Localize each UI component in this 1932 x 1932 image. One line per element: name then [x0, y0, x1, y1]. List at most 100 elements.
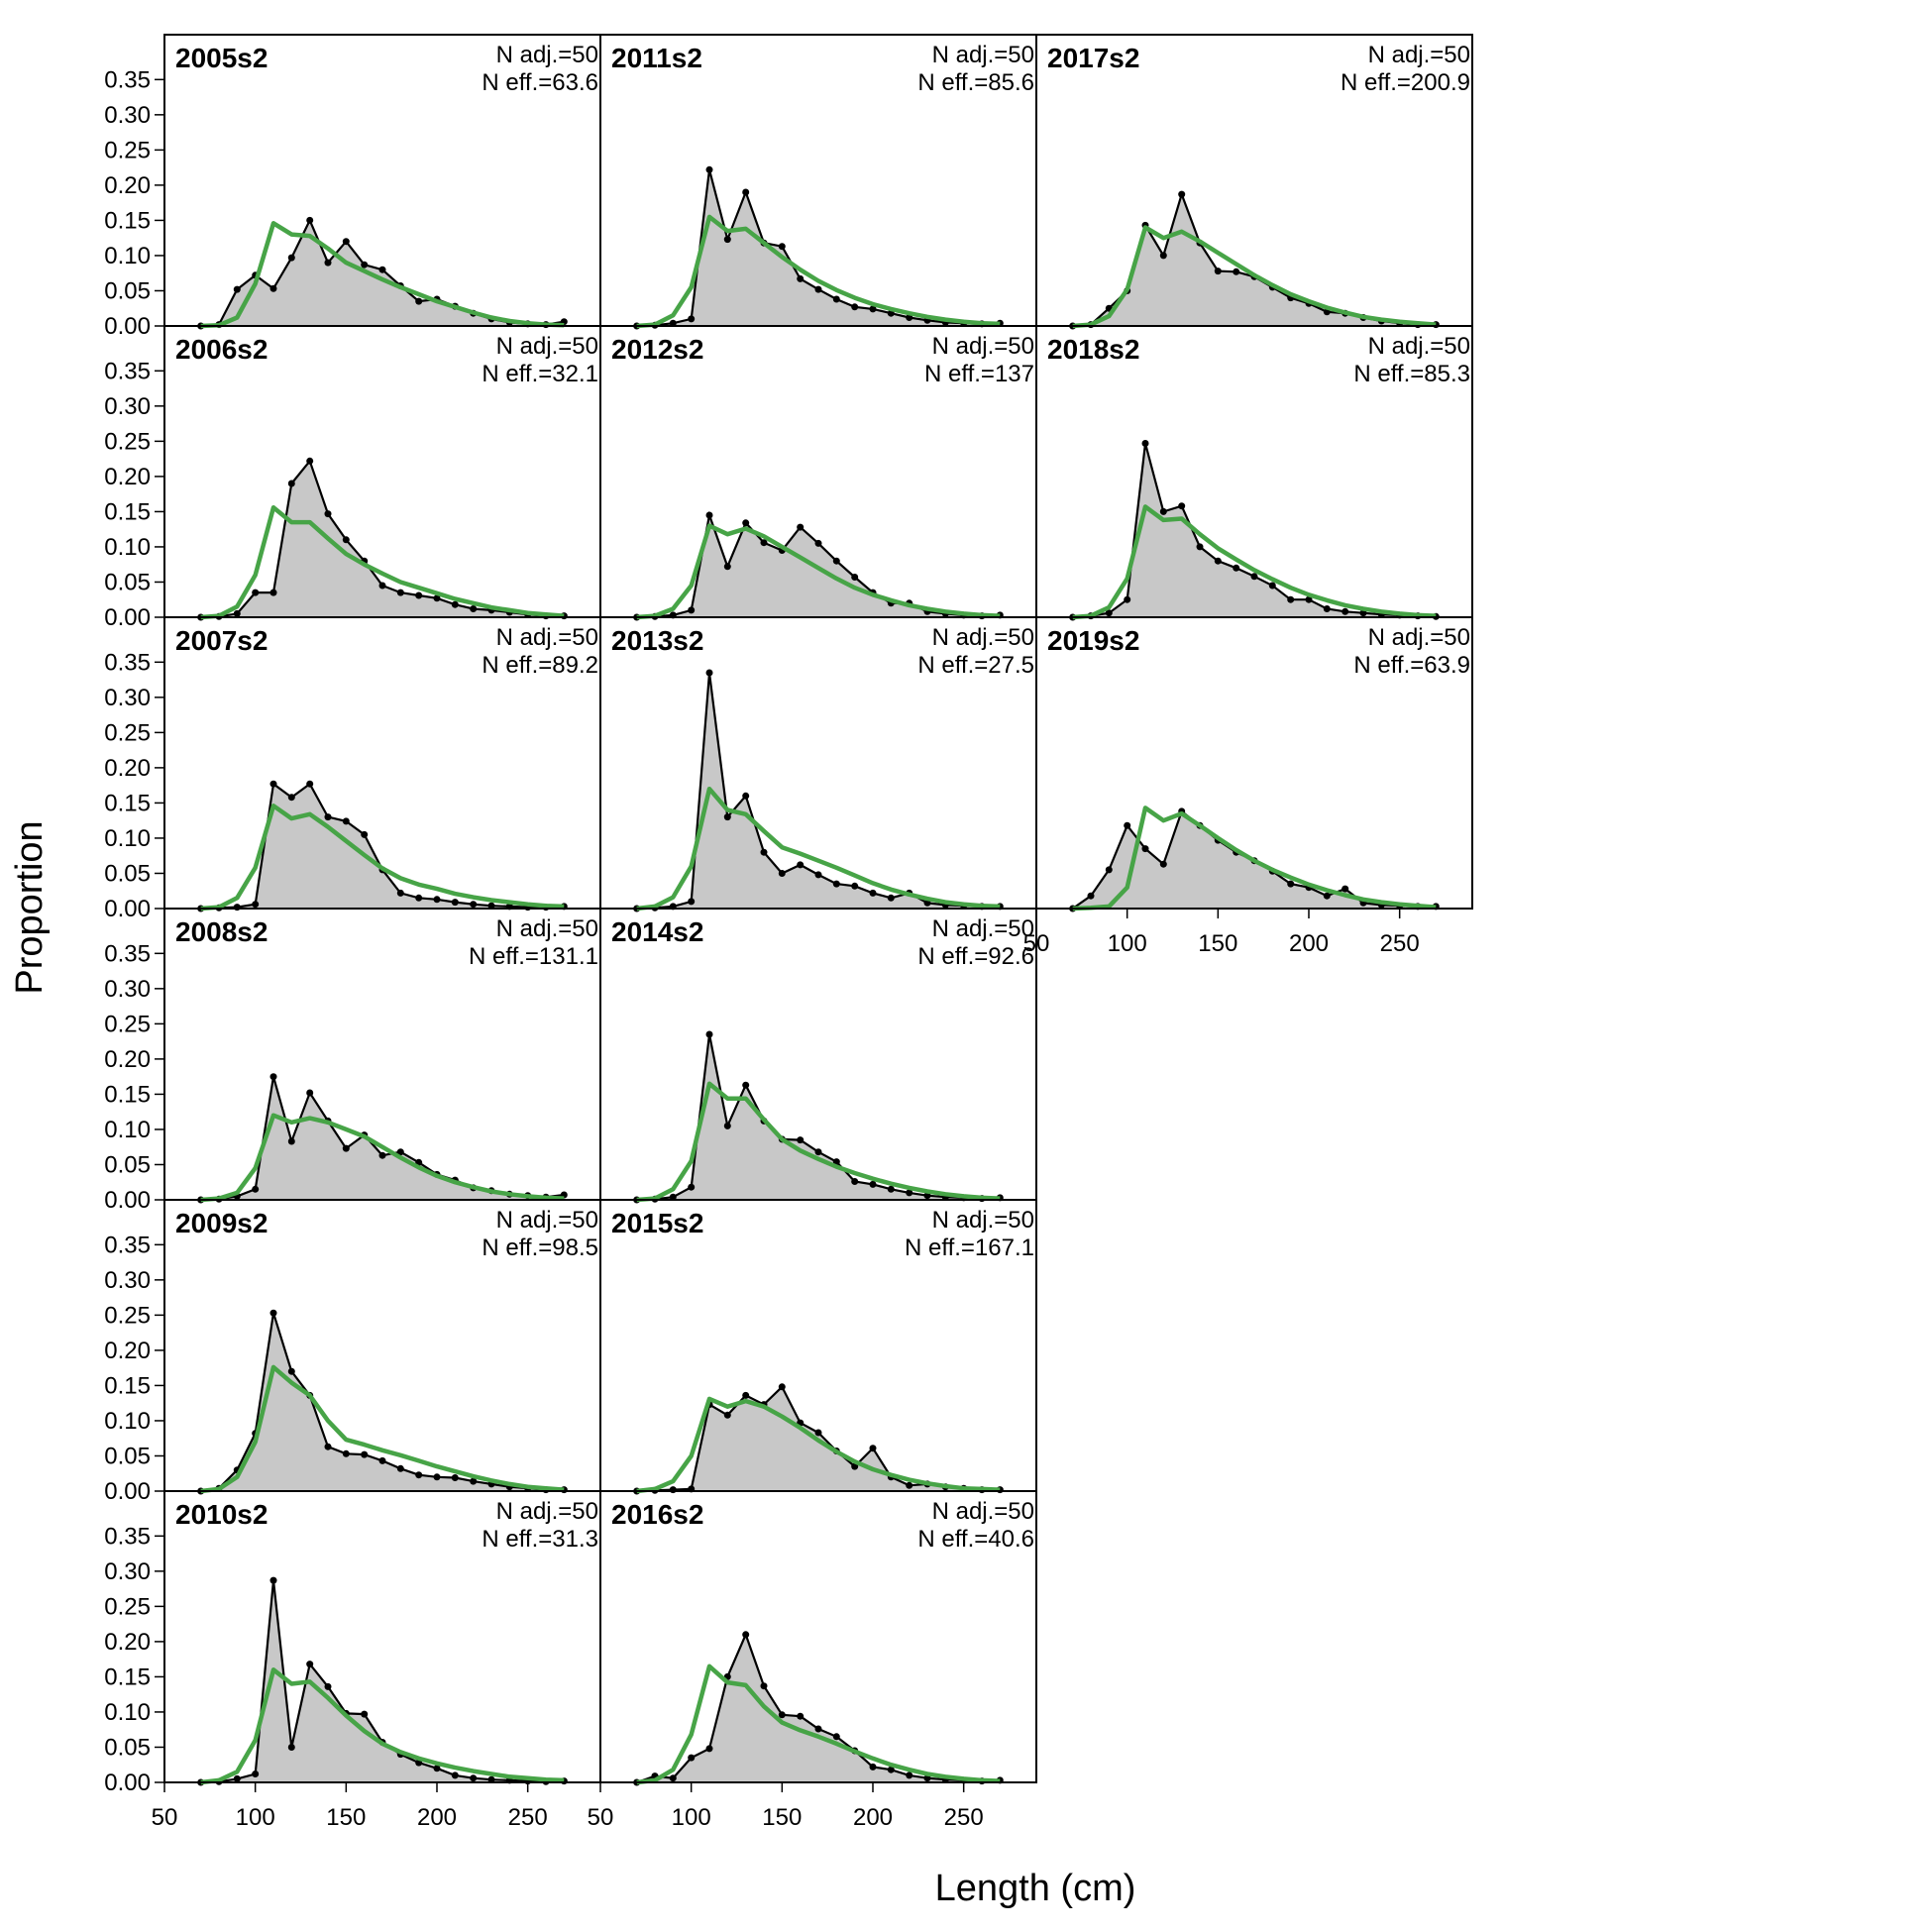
n-eff-label: N eff.=85.6	[917, 69, 1034, 96]
x-tick-label: 100	[236, 1804, 275, 1831]
observed-point	[1178, 190, 1186, 198]
panel-title: 2016s2	[611, 1499, 703, 1530]
observed-point	[778, 1711, 786, 1719]
y-tick-label: 0.25	[104, 137, 151, 163]
observed-point	[851, 1178, 859, 1185]
observed-point	[415, 297, 423, 305]
expected-line	[636, 1664, 1001, 1785]
n-eff-label: N eff.=92.6	[917, 943, 1034, 970]
expected-line	[200, 221, 565, 329]
observed-point	[814, 539, 822, 547]
observed-point	[778, 870, 786, 877]
n-adj-label: N adj.=50	[932, 1207, 1034, 1234]
observed-point	[1342, 607, 1349, 615]
y-tick-label: 0.20	[104, 755, 151, 782]
panel-title: 2018s2	[1047, 334, 1139, 365]
panel-2016s2: 2016s2 N adj.=50N eff.=40.6 50 100 150 200 250	[588, 1490, 1037, 1831]
observed-point	[470, 1477, 478, 1485]
observed-point	[269, 1576, 277, 1584]
y-tick-label: 0.15	[104, 1664, 151, 1690]
x-tick-label: 200	[1289, 930, 1329, 957]
n-eff-label: N eff.=200.9	[1341, 69, 1470, 96]
observed-point	[688, 1754, 696, 1762]
observed-point	[342, 817, 350, 825]
x-tick-label: 250	[944, 1804, 984, 1831]
observed-point	[742, 519, 750, 527]
observed-point	[1268, 582, 1276, 590]
observed-point	[1323, 892, 1331, 900]
observed-point	[832, 1733, 840, 1741]
observed-point	[470, 901, 478, 909]
n-eff-label: N eff.=167.1	[905, 1234, 1034, 1261]
observed-point	[396, 589, 404, 596]
observed-point	[1196, 543, 1204, 551]
observed-point	[287, 480, 295, 487]
n-eff-label: N eff.=40.6	[917, 1526, 1034, 1553]
observed-point	[287, 1137, 295, 1145]
y-tick-label: 0.05	[104, 860, 151, 887]
panel-2005s2: 2005s2 N adj.=50N eff.=63.6 0.00 0.05 0.10 0.…	[104, 34, 601, 340]
n-adj-label: N adj.=50	[932, 42, 1034, 68]
y-tick-label: 0.25	[104, 1593, 151, 1620]
observed-point	[906, 1481, 913, 1489]
y-tick-label: 0.00	[104, 896, 151, 922]
expected-line	[200, 1667, 565, 1785]
y-tick-label: 0.35	[104, 1232, 151, 1258]
observed-point	[742, 188, 750, 196]
observed-point	[705, 165, 713, 173]
observed-point	[906, 1189, 913, 1197]
panel-frame	[1035, 616, 1473, 910]
y-tick-label: 0.10	[104, 1408, 151, 1435]
observed-point	[306, 1661, 314, 1668]
n-adj-label: N adj.=50	[1368, 624, 1470, 651]
observed-point	[451, 899, 459, 907]
y-tick-label: 0.35	[104, 1523, 151, 1550]
observed-point	[851, 303, 859, 311]
observed-point	[851, 574, 859, 581]
n-eff-label: N eff.=31.3	[482, 1526, 598, 1553]
n-adj-label: N adj.=50	[932, 915, 1034, 942]
n-eff-label: N eff.=98.5	[482, 1234, 598, 1261]
observed-point	[1159, 507, 1167, 515]
y-tick-label: 0.35	[104, 358, 151, 384]
observed-point	[887, 1185, 895, 1193]
panel-2010s2: 2010s2 N adj.=50N eff.=31.3 0.00 0.05 0.10 0.…	[104, 1490, 601, 1831]
observed-point	[451, 1474, 459, 1481]
y-tick-label: 0.00	[104, 313, 151, 340]
observed-point	[361, 1450, 369, 1458]
observed-point	[814, 1725, 822, 1733]
observed-point	[1214, 557, 1222, 565]
y-tick-label: 0.05	[104, 1443, 151, 1469]
y-tick-label: 0.20	[104, 1338, 151, 1364]
observed-point	[287, 254, 295, 262]
observed-point	[269, 284, 277, 292]
expected-line	[1072, 504, 1437, 620]
observed-point	[324, 813, 332, 821]
observed-point	[832, 880, 840, 888]
observed-point	[269, 780, 277, 788]
panel-2006s2: 2006s2 N adj.=50N eff.=32.1 0.00 0.05 0.10 0.…	[104, 325, 601, 631]
observed-point	[778, 1383, 786, 1391]
n-eff-label: N eff.=63.6	[482, 69, 598, 96]
y-tick-label: 0.20	[104, 1629, 151, 1656]
observed-point	[797, 1712, 805, 1720]
observed-point	[233, 1774, 241, 1782]
y-tick-label: 0.00	[104, 1478, 151, 1505]
y-tick-label: 0.35	[104, 66, 151, 93]
observed-point	[324, 510, 332, 518]
observed-point	[396, 1464, 404, 1472]
observed-point	[1287, 880, 1295, 888]
observed-point	[814, 1148, 822, 1156]
panel-2014s2: 2014s2 N adj.=50N eff.=92.6	[599, 908, 1037, 1204]
y-tick-label: 0.25	[104, 1011, 151, 1037]
panel-title: 2009s2	[175, 1208, 268, 1238]
observed-point	[252, 1185, 260, 1193]
y-tick-label: 0.10	[104, 825, 151, 852]
observed-point	[487, 1775, 495, 1783]
observed-point	[361, 830, 369, 838]
observed-point	[269, 589, 277, 596]
x-tick-label: 50	[588, 1804, 614, 1831]
y-tick-label: 0.25	[104, 719, 151, 746]
observed-point	[342, 238, 350, 246]
